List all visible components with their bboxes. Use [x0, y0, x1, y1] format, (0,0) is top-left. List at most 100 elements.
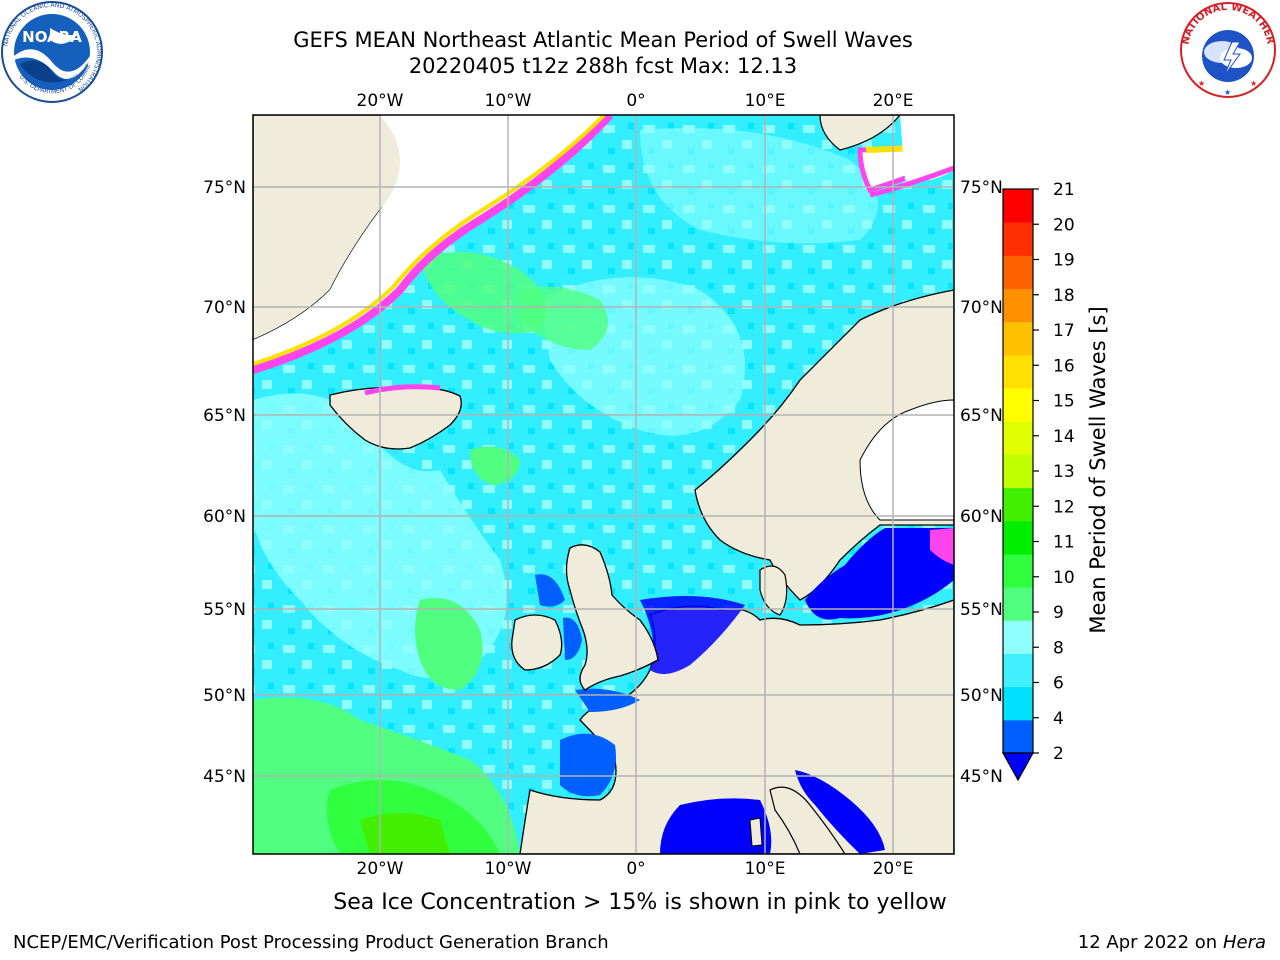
colorbar-tick-label: 2: [1053, 744, 1064, 764]
baltic-sea: [805, 528, 954, 620]
ice-edge-yellow: [253, 115, 606, 366]
lat-label: 55°N: [960, 600, 1003, 620]
colorbar-tick-label: 10: [1053, 568, 1075, 588]
lon-label: 10°W: [485, 91, 532, 111]
lat-label: 60°N: [960, 507, 1003, 527]
svalbard-ice-edge: [869, 165, 954, 198]
colorbar: 2 4 6 8 9 10 11 12 13 14 15 16 17 18 19 20 21: [1001, 180, 1075, 782]
colorbar-segment: [1003, 487, 1033, 522]
iceland-ice: [364, 384, 441, 396]
biscay-blue: [560, 733, 616, 797]
colorbar-tick-label: 6: [1053, 674, 1064, 694]
green-region-core: [360, 813, 450, 854]
footer-credit: NCEP/EMC/Verification Post Processing Pr…: [13, 932, 609, 953]
lat-label: 50°N: [960, 686, 1003, 706]
colorbar-tick-label: 20: [1053, 215, 1075, 235]
colorbar-tick-label: 17: [1053, 321, 1075, 341]
colorbar-segment: [1003, 421, 1033, 455]
green-region-ireland-west: [415, 598, 483, 690]
noaa-logo-text: NOARA: [22, 28, 82, 46]
colorbar-segment: [1003, 388, 1033, 422]
colorbar-segment: [1003, 719, 1033, 754]
lon-label: 0°: [626, 859, 645, 879]
colorbar-tick-label: 8: [1053, 638, 1064, 658]
svg-text:★: ★: [1198, 79, 1205, 88]
lat-label: 70°N: [960, 298, 1003, 318]
lon-label: 10°E: [745, 859, 786, 879]
footer-date: 12 Apr 2022 on Hera: [1078, 932, 1266, 953]
colorbar-tick-label: 18: [1053, 286, 1075, 306]
colorbar-tick-label: 12: [1053, 497, 1075, 517]
ice-edge-pink: [253, 115, 613, 374]
green-patch-westcoast: [253, 736, 343, 780]
map-field: [253, 115, 954, 854]
lon-label: 10°W: [485, 859, 532, 879]
graticule: [253, 115, 954, 854]
colorbar-segment: [1003, 454, 1033, 489]
irish-sea: [563, 617, 582, 660]
colorbar-tick-label: 14: [1053, 427, 1075, 447]
lat-label: 50°N: [203, 686, 246, 706]
green-region-north: [420, 252, 547, 334]
italy-land: [769, 786, 846, 854]
colorbar-segment: [1003, 553, 1033, 588]
lon-label: 20°W: [357, 91, 404, 111]
colorbar-segment: [1003, 255, 1033, 290]
noaa-logo: NOARA NATIONAL OCEANIC AND ATMOSPHERIC A…: [0, 0, 103, 103]
footer-date-text: 12 Apr 2022 on: [1077, 932, 1218, 953]
colorbar-segment: [1003, 587, 1033, 621]
lat-label: 45°N: [203, 767, 246, 787]
lat-label: 60°N: [203, 507, 246, 527]
colorbar-segment: [1003, 288, 1033, 323]
sea-ice-note: Sea Ice Concentration > 15% is shown in …: [333, 890, 947, 915]
lat-label: 75°N: [203, 178, 246, 198]
lat-label: 75°N: [960, 178, 1003, 198]
map-title: GEFS MEAN Northeast Atlantic Mean Period…: [293, 28, 913, 52]
lat-labels-left: 75°N 70°N 65°N 60°N 55°N 50°N 45°N: [203, 178, 246, 787]
baltic-pink: [930, 528, 954, 565]
lon-labels-bottom: 20°W 10°W 0° 10°E 20°E: [357, 859, 914, 879]
colorbar-tick-label: 16: [1053, 356, 1075, 376]
bothnia-ice: [859, 399, 954, 521]
colorbar-segment: [1003, 520, 1033, 555]
colorbar-segment: [1003, 686, 1033, 721]
colorbar-tick-label: 15: [1053, 392, 1075, 412]
colorbar-segment: [1003, 620, 1033, 654]
colorbar-tick-label: 13: [1053, 462, 1075, 482]
lon-labels-top: 20°W 10°W 0° 10°E 20°E: [357, 91, 914, 111]
svalbard-ice-northeast: [900, 115, 954, 182]
colorbar-tick-label: 9: [1053, 603, 1064, 623]
colorbar-extend-arrow: [1001, 752, 1035, 782]
map-subtitle: 20220405 t12z 288h fcst Max: 12.13: [408, 54, 798, 78]
lat-label: 65°N: [203, 406, 246, 426]
colorbar-segment: [1003, 321, 1033, 356]
colorbar-tick-label: 4: [1053, 709, 1064, 729]
colorbar-tick-label: 21: [1053, 180, 1075, 200]
ireland-land: [511, 614, 563, 671]
colorbar-segment: [1003, 222, 1033, 256]
colorbar-tick-label: 11: [1053, 533, 1075, 553]
map-frame: [252, 114, 955, 855]
colorbar-segment: [1003, 653, 1033, 688]
swell-region-northeast: [640, 128, 878, 244]
scotland-west-blue: [535, 574, 565, 607]
lat-label: 65°N: [960, 406, 1003, 426]
green-region-northcentral: [520, 286, 608, 350]
svg-text:★: ★: [1224, 88, 1231, 97]
lon-label: 10°E: [745, 91, 786, 111]
great-britain-land: [565, 544, 659, 691]
lon-label: 20°W: [357, 859, 404, 879]
nws-logo: NATIONAL WEATHER SERVICE ★ ★ ★: [1178, 0, 1276, 98]
lon-label: 0°: [626, 91, 645, 111]
corsica-land: [749, 817, 763, 847]
scandinavia-land: [694, 289, 954, 601]
colorbar-segment: [1003, 354, 1033, 389]
lat-label: 45°N: [960, 767, 1003, 787]
lat-label: 70°N: [203, 298, 246, 318]
lat-labels-right: 75°N 70°N 65°N 60°N 55°N 50°N 45°N: [960, 178, 1003, 787]
colorbar-title: Mean Period of Swell Waves [s]: [1086, 306, 1110, 633]
colorbar-tick-label: 19: [1053, 251, 1075, 271]
colorbar-segment: [1003, 189, 1033, 223]
north-sea-coastal: [640, 596, 745, 674]
